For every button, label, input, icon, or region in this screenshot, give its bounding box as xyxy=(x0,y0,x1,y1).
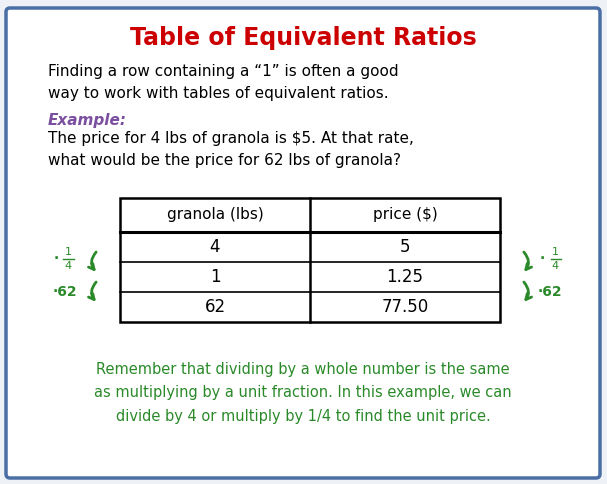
Text: 77.50: 77.50 xyxy=(381,298,429,316)
Text: Finding a row containing a “1” is often a good
way to work with tables of equiva: Finding a row containing a “1” is often … xyxy=(48,64,399,101)
Text: Example:: Example: xyxy=(48,113,127,128)
Text: 1.25: 1.25 xyxy=(387,268,424,286)
Text: 4: 4 xyxy=(210,238,220,256)
Text: ·: · xyxy=(540,252,544,266)
Text: price ($): price ($) xyxy=(373,208,438,223)
FancyBboxPatch shape xyxy=(6,8,600,478)
Text: Table of Equivalent Ratios: Table of Equivalent Ratios xyxy=(130,26,476,50)
Text: ·: · xyxy=(53,252,59,266)
Text: The price for 4 lbs of granola is $5. At that rate,
what would be the price for : The price for 4 lbs of granola is $5. At… xyxy=(48,131,414,168)
Text: 1: 1 xyxy=(64,247,72,257)
Bar xyxy=(120,198,500,322)
Text: granola (lbs): granola (lbs) xyxy=(167,208,263,223)
Text: 4: 4 xyxy=(551,261,558,271)
Text: 5: 5 xyxy=(400,238,410,256)
Text: 1: 1 xyxy=(552,247,558,257)
Text: Remember that dividing by a whole number is the same
as multiplying by a unit fr: Remember that dividing by a whole number… xyxy=(94,362,512,424)
Text: ·62: ·62 xyxy=(538,285,562,299)
Text: 1: 1 xyxy=(209,268,220,286)
Bar xyxy=(120,198,500,322)
Text: 4: 4 xyxy=(64,261,72,271)
Text: 62: 62 xyxy=(205,298,226,316)
Text: ·62: ·62 xyxy=(53,285,77,299)
